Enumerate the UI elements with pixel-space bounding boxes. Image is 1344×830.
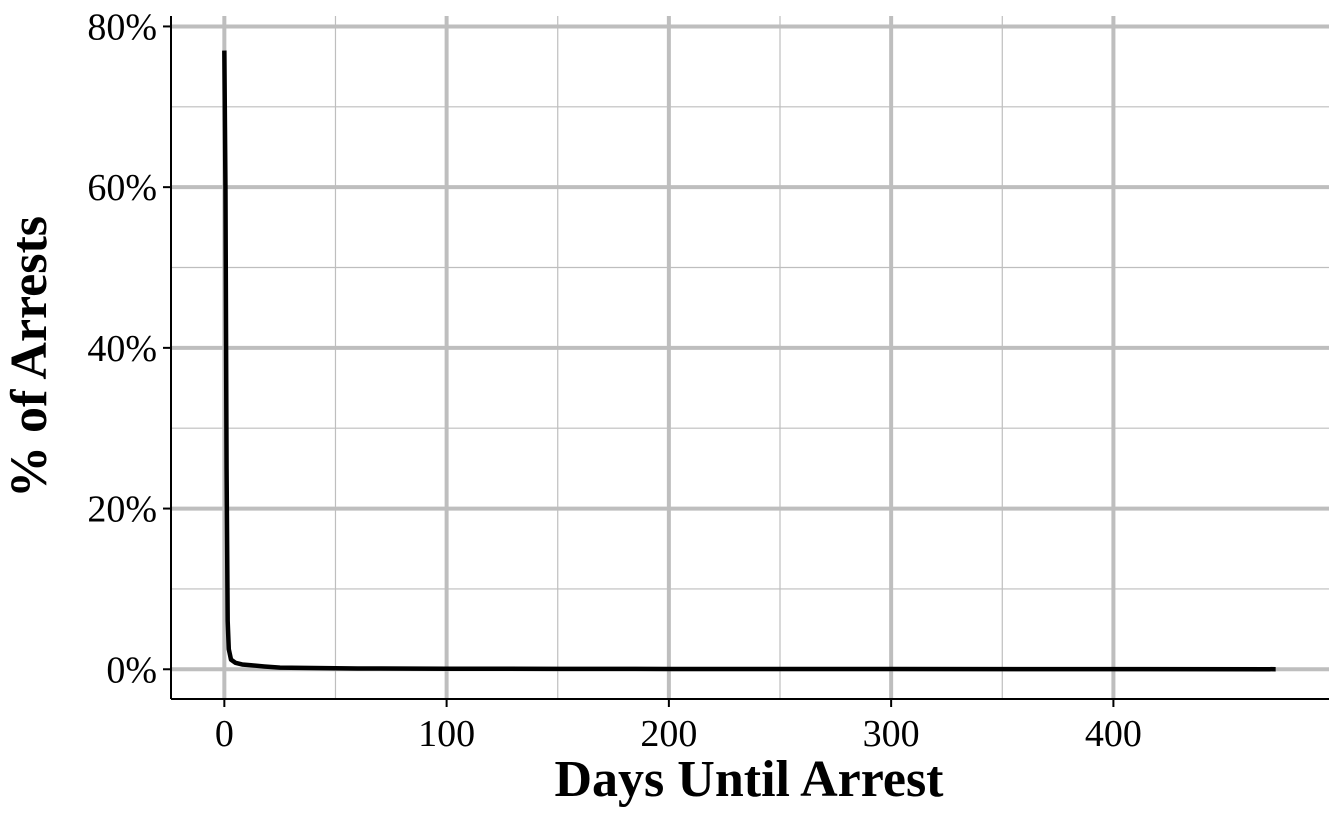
x-tick-label: 300 [863,713,920,755]
x-tick-label: 200 [640,713,697,755]
y-tick-label: 0% [106,649,157,691]
y-axis-title: % of Arrests [1,216,58,498]
y-tick-label: 20% [87,489,157,531]
series-line [222,50,1276,672]
y-tick-label: 80% [87,6,157,48]
x-tick-label: 400 [1085,713,1142,755]
axes [163,16,1329,707]
y-tick-label: 60% [87,167,157,209]
x-tick-labels: 0 100 200 300 400 [215,713,1142,755]
y-tick-label: 40% [87,328,157,370]
y-tick-labels: 0% 20% 40% 60% 80% [87,6,157,691]
major-gridlines [171,16,1329,699]
minor-gridlines [171,16,1329,699]
x-tick-label: 100 [418,713,475,755]
series-layer [222,50,1276,672]
x-tick-label: 0 [215,713,234,755]
x-axis-title: Days Until Arrest [554,751,944,808]
